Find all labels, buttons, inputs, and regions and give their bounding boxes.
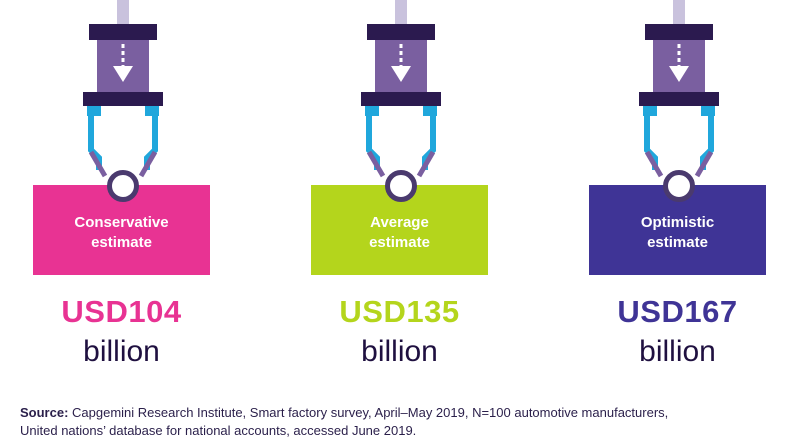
estimate-label: Conservative estimate xyxy=(74,214,169,251)
down-arrow-icon xyxy=(391,44,411,82)
down-arrow-icon xyxy=(113,44,133,82)
source-text: Capgemini Research Institute, Smart fact… xyxy=(72,405,669,420)
hook-ring xyxy=(385,170,417,202)
estimate-unit: billion xyxy=(83,335,160,368)
estimate-amount: USD167 xyxy=(617,294,738,329)
source-key: Source: xyxy=(20,405,69,420)
claw-crane-icon xyxy=(83,0,163,178)
estimate-box: Optimistic estimate xyxy=(589,185,766,275)
source-text-line2: United nations’ database for national ac… xyxy=(20,423,417,438)
estimate-amount: USD104 xyxy=(61,294,182,329)
estimate-unit: billion xyxy=(639,335,716,368)
estimate-label: Optimistic estimate xyxy=(640,214,715,251)
estimate-label: Average estimate xyxy=(369,214,430,251)
source-note: Source: Capgemini Research Institute, Sm… xyxy=(20,404,790,440)
hook-ring xyxy=(107,170,139,202)
claw-crane-icon xyxy=(361,0,441,178)
hook-ring xyxy=(663,170,695,202)
claw-crane-icon xyxy=(639,0,719,178)
down-arrow-icon xyxy=(669,44,689,82)
estimate-card-conservative: Conservative estimate USD104 billion xyxy=(33,0,213,380)
estimate-card-optimistic: Optimistic estimate USD167 billion xyxy=(589,0,769,380)
estimate-amount: USD135 xyxy=(339,294,460,329)
estimate-box: Conservative estimate xyxy=(33,185,210,275)
estimate-unit: billion xyxy=(361,335,438,368)
estimate-card-average: Average estimate USD135 billion xyxy=(311,0,491,380)
